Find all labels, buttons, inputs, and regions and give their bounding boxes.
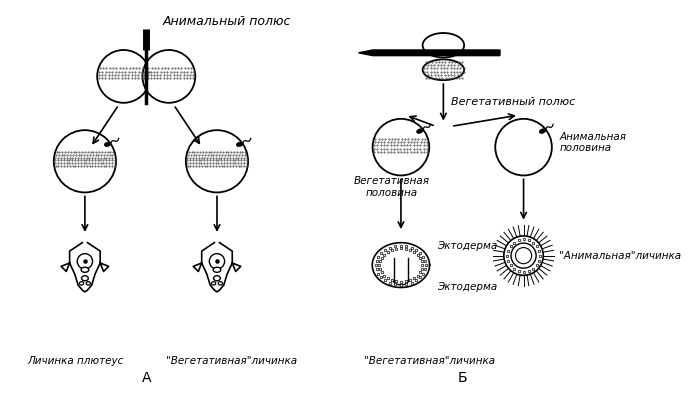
Circle shape xyxy=(511,243,536,268)
Text: "Вегетативная"личинка: "Вегетативная"личинка xyxy=(165,356,297,366)
Ellipse shape xyxy=(211,282,216,285)
Circle shape xyxy=(54,130,116,192)
Ellipse shape xyxy=(104,142,111,146)
Text: Личинка плютеус: Личинка плютеус xyxy=(27,356,124,366)
Text: Вегетативная
половина: Вегетативная половина xyxy=(353,176,429,198)
Ellipse shape xyxy=(81,267,89,273)
Ellipse shape xyxy=(213,267,221,273)
Circle shape xyxy=(516,247,532,264)
Ellipse shape xyxy=(237,142,243,146)
Ellipse shape xyxy=(80,282,84,285)
Circle shape xyxy=(373,119,429,176)
Text: Б: Б xyxy=(457,371,467,385)
Ellipse shape xyxy=(214,276,221,281)
Circle shape xyxy=(142,50,195,103)
Ellipse shape xyxy=(218,282,223,285)
Ellipse shape xyxy=(86,282,91,285)
Circle shape xyxy=(209,254,225,269)
Polygon shape xyxy=(359,50,500,55)
Text: Анимальный полюс: Анимальный полюс xyxy=(162,15,290,28)
Ellipse shape xyxy=(82,276,89,281)
Ellipse shape xyxy=(422,33,464,57)
Text: Эктодерма: Эктодерма xyxy=(437,282,497,292)
Circle shape xyxy=(496,119,552,176)
Ellipse shape xyxy=(540,129,546,133)
Circle shape xyxy=(97,50,150,103)
Ellipse shape xyxy=(422,59,464,80)
Text: Вегетативный полюс: Вегетативный полюс xyxy=(451,97,575,107)
Text: "Анимальная"личинка: "Анимальная"личинка xyxy=(559,251,681,261)
Ellipse shape xyxy=(417,129,423,133)
Text: Анимальная
половина: Анимальная половина xyxy=(559,132,626,153)
Text: "Вегетативная"личинка: "Вегетативная"личинка xyxy=(364,356,495,366)
Circle shape xyxy=(504,236,543,275)
Text: Эктодерма: Эктодерма xyxy=(437,241,497,251)
Circle shape xyxy=(186,130,248,192)
Circle shape xyxy=(77,254,93,269)
Text: А: А xyxy=(142,371,151,385)
